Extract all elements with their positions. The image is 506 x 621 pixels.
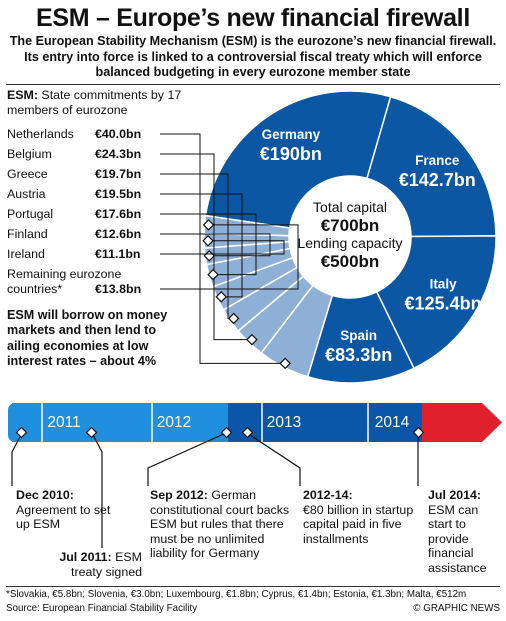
country-value: €11.1bn bbox=[95, 247, 141, 261]
slice-value: €83.3bn bbox=[325, 345, 392, 365]
slice-remaining bbox=[203, 214, 291, 237]
country-value: €13.8bn bbox=[95, 282, 142, 296]
slice-value: €190bn bbox=[260, 144, 322, 164]
leader-line bbox=[160, 233, 271, 257]
connector bbox=[11, 432, 23, 486]
leader-line bbox=[160, 224, 299, 290]
timeline-segment-2012-2014 bbox=[228, 403, 422, 442]
event-date: Sep 2012: bbox=[150, 488, 208, 502]
event-text: €80 billion in startup capital paid in f… bbox=[303, 502, 414, 546]
subtitle: The European Stability Mechanism (ESM) i… bbox=[9, 34, 497, 79]
footnote: *Slovakia, €5.8bn; Slovenia, €3.0bn; Lux… bbox=[6, 589, 467, 600]
leader-line bbox=[160, 213, 257, 276]
timeline-year: 2013 bbox=[266, 414, 302, 431]
country-name: countries* bbox=[7, 282, 63, 296]
event-text: ESM treaty signed bbox=[71, 550, 142, 579]
event-text: ESM can start to provide financial assis… bbox=[428, 502, 487, 575]
slice-italy bbox=[375, 235, 497, 370]
leader-marker bbox=[246, 333, 258, 346]
commitments-label: ESM: State commitments by 17 members of … bbox=[7, 88, 217, 118]
event-date: 2012-14: bbox=[303, 488, 353, 502]
country-name: Remaining eurozone bbox=[7, 267, 122, 281]
center-total-value: €700bn bbox=[321, 216, 380, 235]
country-name: Austria bbox=[7, 187, 46, 201]
slice-label: France bbox=[415, 153, 460, 168]
credit: © GRAPHIC NEWS bbox=[413, 603, 500, 614]
leader-line bbox=[160, 153, 252, 341]
page-title: ESM – Europe’s new financial firewall bbox=[36, 4, 470, 32]
center-lending-value: €500bn bbox=[321, 252, 380, 271]
timeline-year: 2014 bbox=[374, 414, 410, 431]
connector bbox=[147, 432, 227, 486]
leader-marker bbox=[215, 291, 228, 303]
leader-marker bbox=[202, 219, 215, 231]
country-value: €19.5bn bbox=[95, 187, 142, 201]
borrow-note: ESM will borrow on money markets and the… bbox=[7, 308, 168, 368]
commitments-label-bold: ESM: bbox=[7, 88, 38, 102]
event-sep-2012: Sep 2012: German constitutional court ba… bbox=[150, 488, 298, 561]
event-marker bbox=[241, 426, 254, 439]
timeline-year: 2012 bbox=[156, 414, 192, 431]
event-jul-2014: Jul 2014: ESM can start to provide financ… bbox=[428, 488, 504, 575]
event-marker bbox=[15, 426, 28, 439]
slice-label: Italy bbox=[430, 277, 458, 292]
divider bbox=[6, 586, 500, 587]
source: Source: European Financial Stability Fac… bbox=[6, 603, 198, 614]
event-date: Jul 2011: bbox=[59, 550, 112, 564]
leader-marker bbox=[202, 234, 214, 247]
center-total-label: Total capital bbox=[313, 199, 387, 215]
timeline-segment-2010-2012 bbox=[12, 403, 228, 442]
leader-line bbox=[160, 133, 286, 364]
event-marker bbox=[85, 426, 98, 439]
event-date: Dec 2010: bbox=[16, 488, 74, 502]
slice-france bbox=[366, 95, 497, 238]
country-name: Portugal bbox=[7, 207, 54, 221]
country-value: €17.6bn bbox=[95, 207, 142, 221]
leader-marker bbox=[279, 357, 291, 370]
timeline-year: 2011 bbox=[47, 414, 81, 431]
country-name: Belgium bbox=[7, 147, 52, 161]
country-name: Greece bbox=[7, 167, 48, 181]
commitments-label-rest: State commitments by 17 members of euroz… bbox=[7, 88, 182, 117]
country-value: €24.3bn bbox=[95, 147, 142, 161]
country-name: Ireland bbox=[7, 247, 45, 261]
event-text: Agreement to set up ESM bbox=[16, 502, 111, 532]
slice-value: €125.4bn bbox=[405, 294, 482, 314]
connector bbox=[246, 432, 301, 486]
event-date: Jul 2014: bbox=[428, 488, 482, 502]
divider bbox=[6, 84, 500, 85]
event-2012-14: 2012-14: €80 billion in startup capital p… bbox=[303, 488, 415, 546]
event-jul-2011: Jul 2011: ESM treaty signed bbox=[30, 550, 142, 579]
connector bbox=[91, 432, 103, 548]
slice-germany bbox=[204, 90, 392, 229]
slice-label: Spain bbox=[340, 328, 377, 343]
country-value: €19.7bn bbox=[95, 167, 142, 181]
country-value: €12.6bn bbox=[95, 227, 142, 241]
event-dec-2010: Dec 2010: Agreement to set up ESM bbox=[16, 488, 126, 532]
leader-line bbox=[160, 193, 243, 298]
leader-marker bbox=[207, 268, 219, 281]
center-lending-label: Lending capacity bbox=[297, 235, 402, 251]
slice-value: €142.7bn bbox=[399, 170, 476, 190]
slice-label: Germany bbox=[262, 127, 321, 142]
leader-marker bbox=[203, 250, 216, 262]
event-text: German constitutional court backs ESM bu… bbox=[150, 488, 290, 560]
leader-line bbox=[160, 240, 285, 255]
event-marker bbox=[220, 426, 233, 439]
event-marker bbox=[412, 426, 425, 439]
timeline-arrow bbox=[422, 403, 502, 442]
country-value: €40.0bn bbox=[95, 127, 142, 141]
country-name: Netherlands bbox=[7, 127, 74, 141]
country-name: Finland bbox=[7, 227, 48, 241]
leader-marker bbox=[227, 312, 240, 325]
